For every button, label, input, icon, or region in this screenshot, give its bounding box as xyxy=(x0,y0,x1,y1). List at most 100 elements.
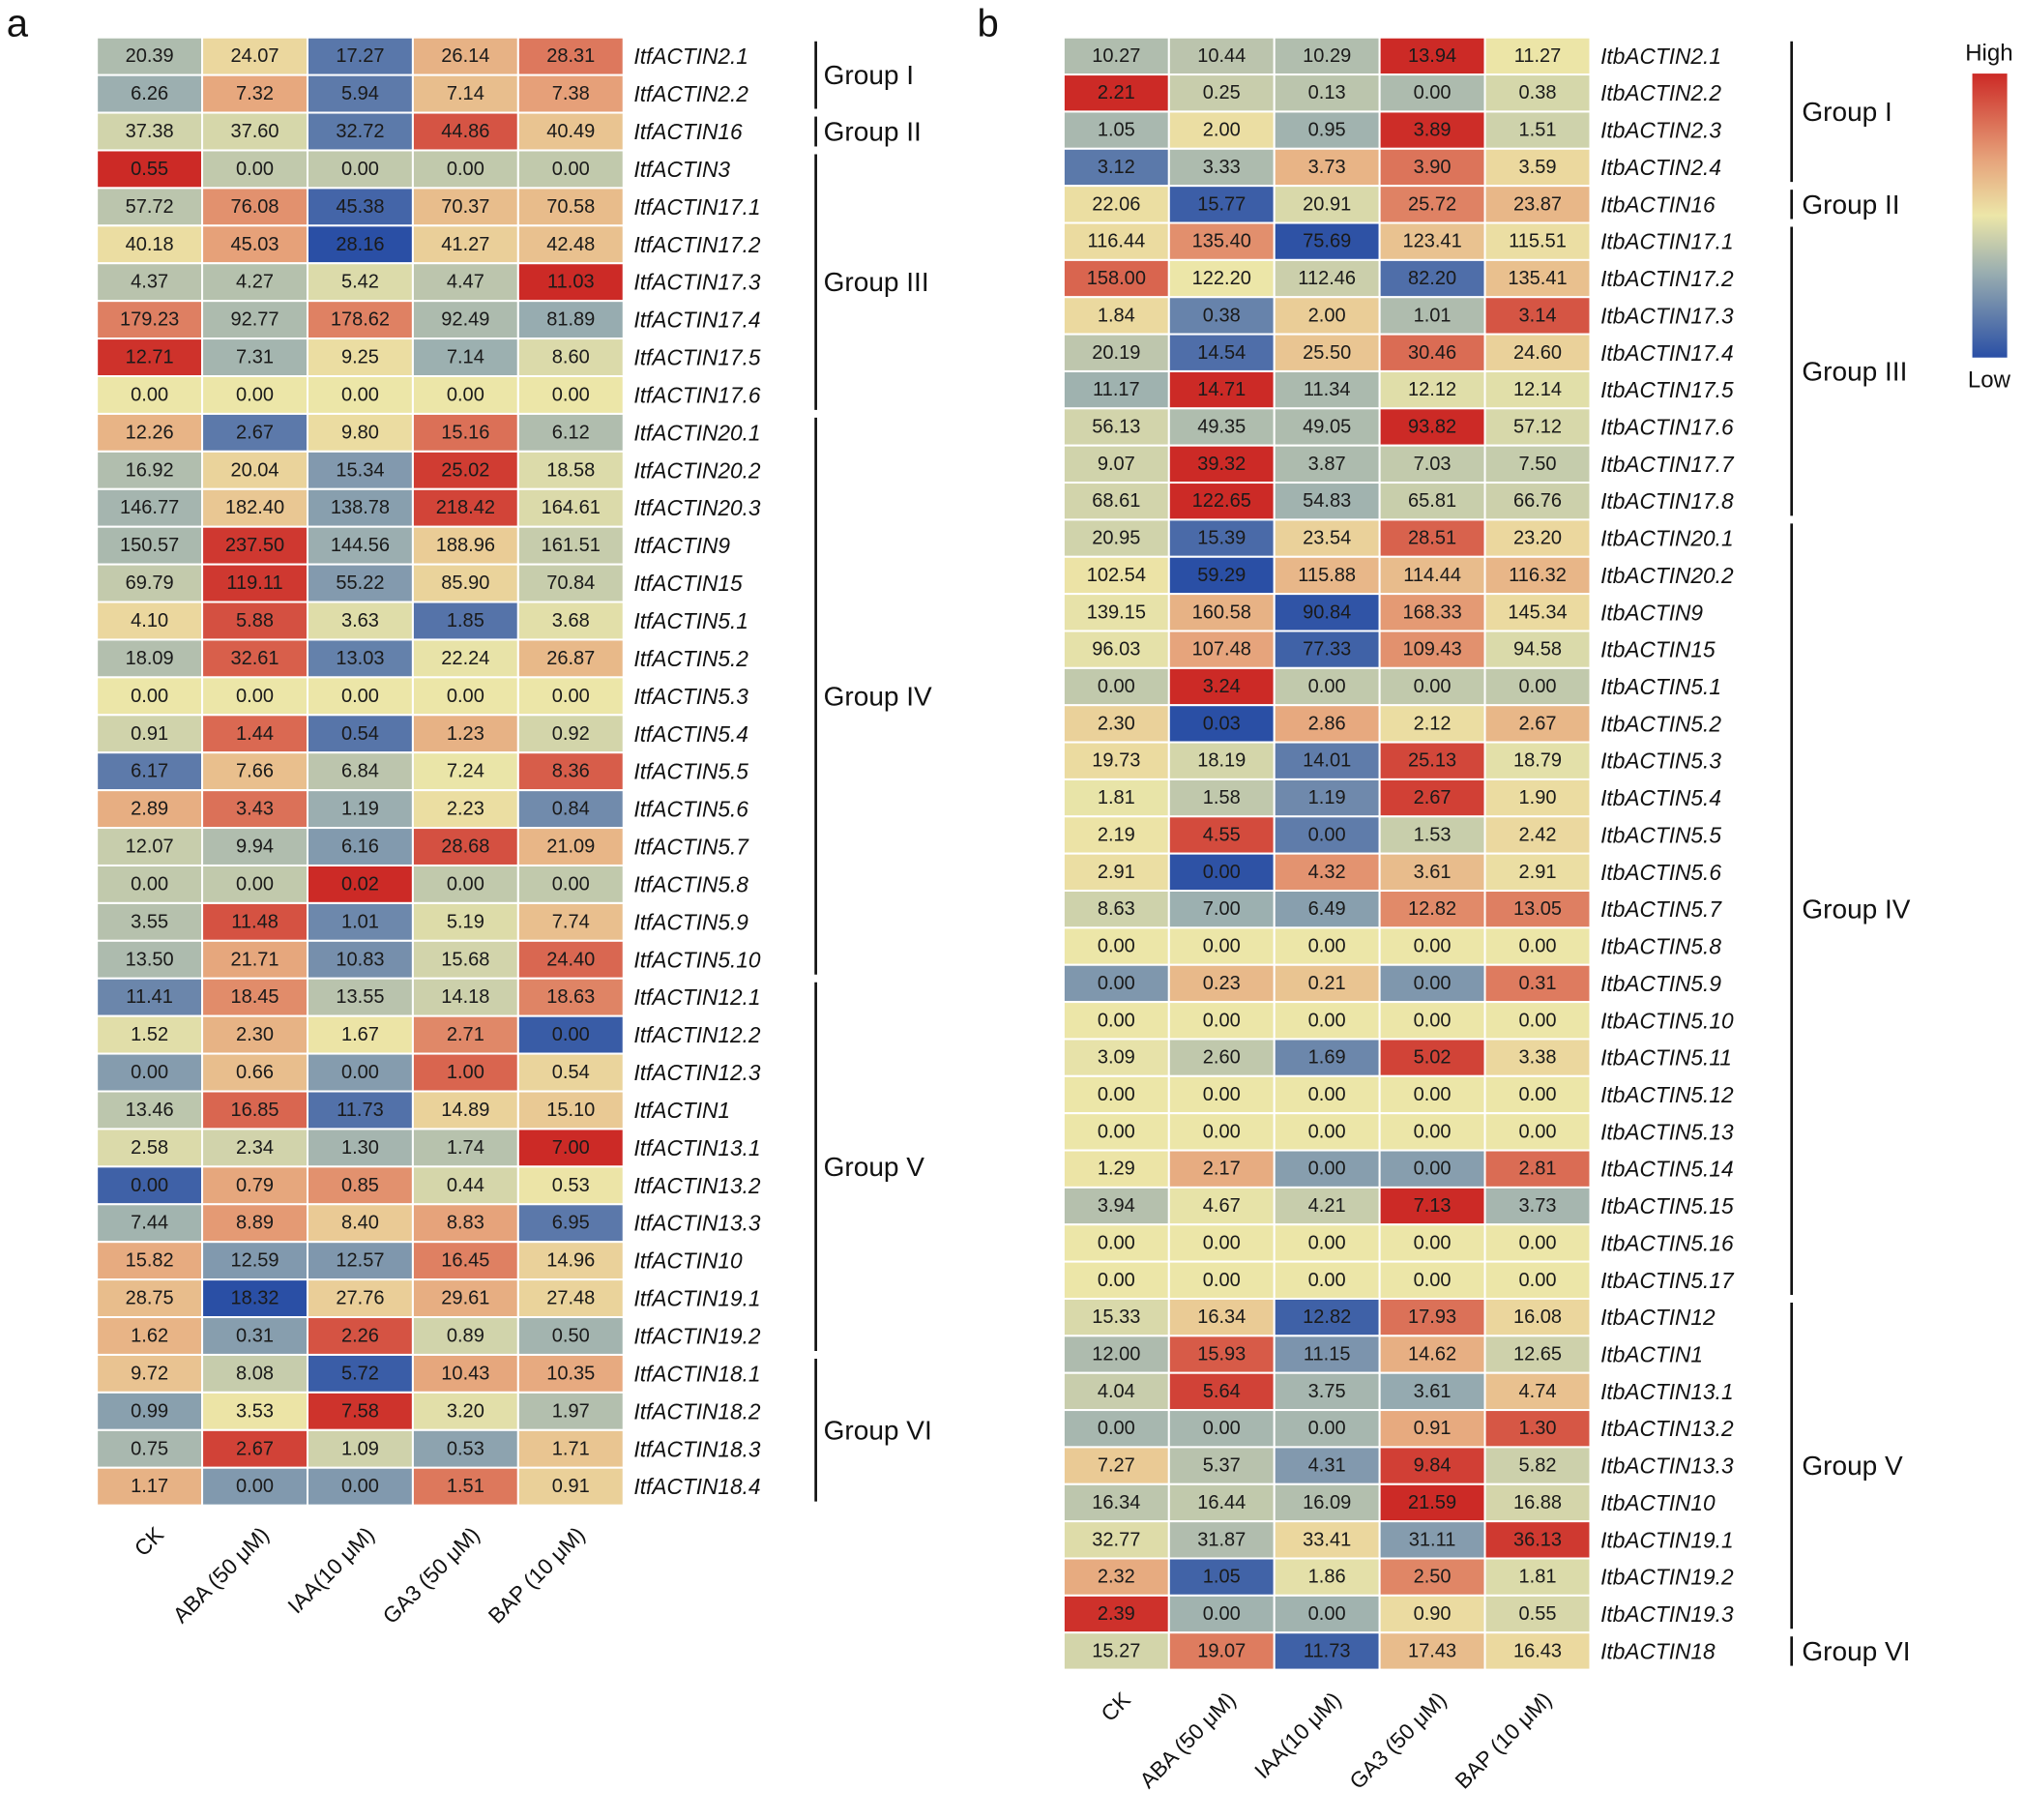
heatmap-cell xyxy=(96,939,204,980)
heatmap-row: 179.23 92.77 178.62 92.49 81.89 ItfACTIN17.4 xyxy=(96,300,761,340)
cell-value-label: 18.32 xyxy=(230,1288,279,1309)
cell-value-label: 0.91 xyxy=(552,1476,590,1497)
heatmap-cell xyxy=(306,1466,414,1507)
cell-value-label: 1.90 xyxy=(1519,787,1557,808)
cell-value-label: 66.76 xyxy=(1513,490,1562,512)
cell-value-label: 4.55 xyxy=(1203,824,1241,845)
cell-value-label: 0.00 xyxy=(1519,1270,1557,1291)
cell-value-label: 0.00 xyxy=(341,384,379,405)
gene-label: ItbACTIN17.4 xyxy=(1600,340,1733,366)
cell-value-label: 3.63 xyxy=(341,610,379,631)
cell-value-label: 0.31 xyxy=(1519,973,1557,994)
gene-label: ItbACTIN5.1 xyxy=(1600,674,1721,699)
heatmap-cell xyxy=(1062,926,1170,966)
cell-value-label: 19.07 xyxy=(1197,1640,1246,1661)
gene-label: ItfACTIN5.10 xyxy=(633,947,761,972)
cell-value-label: 0.00 xyxy=(1203,1121,1241,1142)
cell-value-label: 15.27 xyxy=(1092,1640,1140,1661)
heatmap-cell xyxy=(201,563,308,603)
heatmap-cell xyxy=(1167,1371,1276,1412)
cell-value-label: 7.03 xyxy=(1414,454,1452,475)
heatmap-cell xyxy=(1167,1446,1276,1485)
cell-value-label: 7.38 xyxy=(552,83,590,104)
cell-value-label: 3.53 xyxy=(236,1400,274,1422)
heatmap-cell xyxy=(1062,666,1170,707)
heatmap-cell xyxy=(201,1014,308,1055)
gene-label: ItbACTIN19.3 xyxy=(1600,1601,1734,1627)
heatmap-row: 1.62 0.31 2.26 0.89 0.50 ItfACTIN19.2 xyxy=(96,1316,761,1356)
gene-label: ItfACTIN18.4 xyxy=(633,1474,760,1499)
heatmap-row: 9.72 8.08 5.72 10.43 10.35 ItfACTIN18.1 xyxy=(96,1353,761,1394)
heatmap-cell xyxy=(96,487,204,528)
cell-value-label: 2.00 xyxy=(1308,305,1346,326)
heatmap-row: 146.77 182.40 138.78 218.42 164.61 ItfACTIN20… xyxy=(96,487,761,528)
cell-value-label: 2.86 xyxy=(1308,713,1346,734)
cell-value-label: 0.55 xyxy=(1519,1603,1557,1625)
heatmap-cell xyxy=(306,977,414,1017)
gene-label: ItfACTIN10 xyxy=(633,1248,743,1274)
cell-value-label: 49.35 xyxy=(1197,416,1246,437)
gene-label: ItbACTIN12 xyxy=(1600,1305,1716,1330)
cell-value-label: 2.67 xyxy=(236,422,274,443)
column-label: CK xyxy=(1096,1687,1135,1726)
heatmap-cell xyxy=(201,601,308,641)
cell-value-label: 0.00 xyxy=(131,1062,168,1083)
heatmap-cell xyxy=(411,111,519,152)
heatmap-cell xyxy=(411,751,519,792)
heatmap-cell xyxy=(1483,1297,1592,1337)
cell-value-label: 1.51 xyxy=(447,1476,484,1497)
cell-value-label: 237.50 xyxy=(225,535,284,556)
heatmap-row: 2.89 3.43 1.19 2.23 0.84 ItfACTIN5.6 xyxy=(96,789,748,830)
cell-value-label: 0.00 xyxy=(552,1024,590,1045)
heatmap-cell xyxy=(306,73,414,114)
heatmap-cell xyxy=(1483,1631,1592,1671)
cell-value-label: 11.41 xyxy=(126,986,173,1008)
cell-value-label: 0.00 xyxy=(341,1062,379,1083)
gene-label: ItfACTIN5.1 xyxy=(633,608,748,633)
heatmap-cell xyxy=(1483,1001,1592,1041)
cell-value-label: 2.34 xyxy=(236,1137,274,1159)
cell-value-label: 4.27 xyxy=(236,272,274,293)
gene-label: ItfACTIN17.2 xyxy=(633,232,761,257)
cell-value-label: 18.79 xyxy=(1513,750,1562,772)
heatmap-cell xyxy=(306,789,414,830)
heatmap-row: 0.00 0.66 0.00 1.00 0.54 ItfACTIN12.3 xyxy=(96,1052,761,1093)
cell-value-label: 1.30 xyxy=(341,1137,379,1159)
cell-value-label: 115.51 xyxy=(1509,231,1567,252)
heatmap-cell xyxy=(201,338,308,378)
cell-value-label: 15.33 xyxy=(1092,1306,1140,1328)
heatmap-cell xyxy=(201,1090,308,1130)
heatmap-cell xyxy=(411,374,519,415)
cell-value-label: 0.00 xyxy=(236,384,274,405)
cell-value-label: 13.46 xyxy=(126,1100,174,1121)
cell-value-label: 0.00 xyxy=(447,384,484,405)
cell-value-label: 11.17 xyxy=(1093,379,1140,400)
gene-label: ItfACTIN17.6 xyxy=(633,382,761,407)
heatmap-cell xyxy=(1167,741,1276,780)
cell-value-label: 96.03 xyxy=(1092,639,1140,660)
cell-value-label: 0.00 xyxy=(1519,676,1557,697)
heatmap-cell xyxy=(1273,1520,1381,1560)
cell-value-label: 69.79 xyxy=(126,572,174,594)
cell-value-label: 18.58 xyxy=(546,459,595,481)
cell-value-label: 6.49 xyxy=(1308,898,1346,920)
heatmap-row: 2.30 0.03 2.86 2.12 2.67 ItbACTIN5.2 xyxy=(1062,704,1721,744)
cell-value-label: 0.00 xyxy=(447,873,484,895)
heatmap-cell xyxy=(1273,444,1381,484)
heatmap-cell xyxy=(411,1353,519,1394)
gene-label: ItfACTIN18.2 xyxy=(633,1398,761,1424)
heatmap-cell xyxy=(1483,36,1592,76)
cell-value-label: 23.87 xyxy=(1513,193,1562,215)
gene-label: ItfACTIN1 xyxy=(633,1098,730,1123)
cell-value-label: 13.50 xyxy=(126,949,174,970)
cell-value-label: 9.80 xyxy=(341,422,379,443)
heatmap-cell xyxy=(96,638,204,679)
cell-value-label: 5.72 xyxy=(341,1363,379,1384)
cell-value-label: 1.85 xyxy=(447,610,484,631)
gene-label: ItbACTIN16 xyxy=(1600,191,1716,217)
heatmap-cell xyxy=(201,751,308,792)
cell-value-label: 0.00 xyxy=(1308,1010,1346,1031)
heatmap-cell xyxy=(1273,333,1381,372)
heatmap-cell xyxy=(1483,555,1592,596)
cell-value-label: 5.19 xyxy=(447,911,484,932)
